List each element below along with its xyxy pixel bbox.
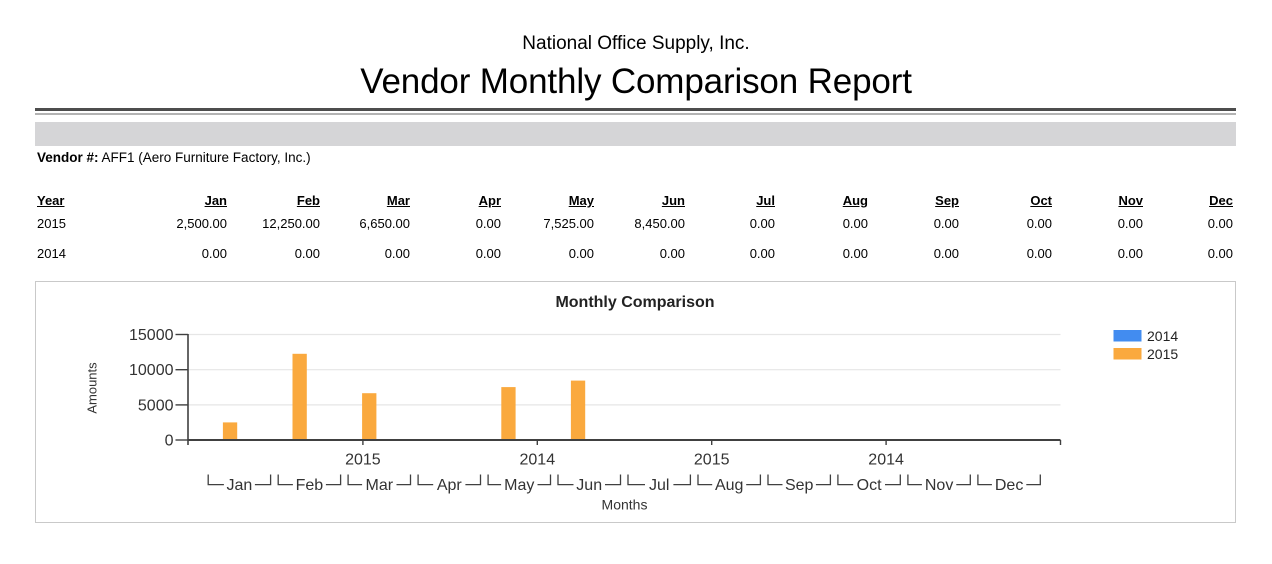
svg-text:Aug: Aug	[715, 477, 743, 494]
svg-text:2014: 2014	[1147, 328, 1178, 344]
svg-text:2015: 2015	[1147, 346, 1178, 362]
svg-text:2014: 2014	[868, 452, 904, 469]
svg-text:Monthly Comparison: Monthly Comparison	[555, 294, 714, 311]
svg-text:10000: 10000	[129, 362, 174, 379]
svg-text:2015: 2015	[694, 452, 730, 469]
svg-text:Dec: Dec	[995, 477, 1023, 494]
svg-text:Jan: Jan	[227, 477, 253, 494]
svg-text:Months: Months	[602, 497, 648, 513]
svg-text:Jun: Jun	[576, 477, 602, 494]
svg-text:Amounts: Amounts	[85, 362, 100, 414]
svg-text:2014: 2014	[520, 452, 556, 469]
svg-text:Oct: Oct	[857, 477, 882, 494]
svg-text:5000: 5000	[138, 397, 174, 414]
svg-text:Nov: Nov	[925, 477, 953, 494]
svg-text:0: 0	[165, 433, 174, 450]
svg-text:May: May	[504, 477, 534, 494]
svg-text:Mar: Mar	[366, 477, 394, 494]
svg-text:Apr: Apr	[437, 477, 463, 494]
svg-text:2015: 2015	[345, 452, 381, 469]
svg-text:Sep: Sep	[785, 477, 814, 494]
svg-text:Jul: Jul	[649, 477, 669, 494]
svg-text:15000: 15000	[129, 327, 174, 344]
svg-text:Feb: Feb	[296, 477, 324, 494]
